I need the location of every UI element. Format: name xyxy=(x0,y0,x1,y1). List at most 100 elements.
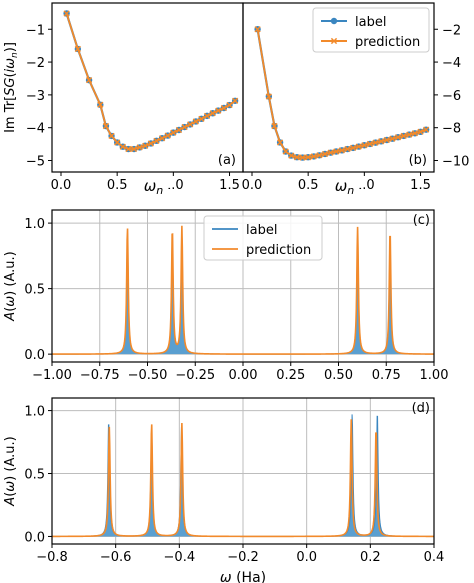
x-tick-label: −1.00 xyxy=(32,368,72,383)
marker-prediction xyxy=(232,97,239,104)
marker-prediction xyxy=(119,143,126,150)
marker-prediction xyxy=(406,131,413,138)
x-tick-label: −0.8 xyxy=(36,550,68,565)
panel-b: 0.0 0.5 1.0 1.5−10−8−6−4−2(b)ωnlabelpredict… xyxy=(242,2,469,197)
marker-prediction xyxy=(299,154,306,161)
marker-prediction xyxy=(158,135,166,142)
marker-prediction xyxy=(411,130,419,137)
marker-prediction xyxy=(305,154,312,161)
y-axis-label: Im Tr[SG(iωn)] xyxy=(3,42,20,133)
marker-prediction xyxy=(215,107,222,114)
marker-prediction xyxy=(203,112,211,120)
legend: label prediction xyxy=(312,7,430,53)
x-tick-label: −0.2 xyxy=(227,550,259,565)
marker-prediction xyxy=(288,152,295,159)
marker-prediction xyxy=(136,144,143,151)
legend: label prediction xyxy=(203,215,323,261)
marker-prediction xyxy=(147,140,155,147)
marker-prediction xyxy=(254,26,261,33)
marker-prediction xyxy=(97,101,104,108)
marker-prediction xyxy=(192,118,199,125)
marker-prediction xyxy=(344,145,351,153)
x-tick-label: 0.75 xyxy=(372,368,401,383)
y-tick-label: 1.0 xyxy=(24,405,45,420)
panel-label: (d) xyxy=(412,401,430,416)
marker-prediction xyxy=(355,143,362,150)
y-tick-label: 0.0 xyxy=(24,348,45,363)
y-axis-label: A(ω) (A.u.) xyxy=(3,436,18,506)
series-line-prediction xyxy=(65,13,236,150)
marker-prediction xyxy=(114,139,121,146)
panel-c: −1.00 −0.75 −0.50 −0.25 0.00 0.25 0.50 0.75 1.00… xyxy=(3,209,448,383)
x-tick-label: −0.50 xyxy=(128,368,168,383)
x-axis-label: ωn xyxy=(335,177,355,197)
marker-prediction xyxy=(170,129,177,136)
marker-prediction xyxy=(333,148,340,155)
x-tick-label: −0.25 xyxy=(175,368,215,383)
marker-prediction xyxy=(338,147,346,154)
plot-area-b xyxy=(254,26,430,161)
y-tick-label: 0.5 xyxy=(24,468,45,483)
panel-label: (c) xyxy=(413,213,430,228)
marker-prediction xyxy=(198,115,205,122)
marker-prediction xyxy=(417,128,424,135)
x-tick-label: −0.4 xyxy=(164,550,196,565)
panel-label: (b) xyxy=(409,153,427,168)
y-tick-label: −3 xyxy=(26,89,45,104)
marker-prediction xyxy=(125,145,132,153)
y-tick-label: −4 xyxy=(442,56,461,71)
legend-label-prediction: prediction xyxy=(246,243,311,258)
x-tick-label: 0.50 xyxy=(324,368,353,383)
marker-prediction xyxy=(383,136,390,144)
y-tick-label: −10 xyxy=(442,155,469,170)
marker-prediction xyxy=(276,139,284,146)
marker-prediction xyxy=(349,144,357,152)
legend-label-prediction: prediction xyxy=(355,35,420,50)
marker-prediction xyxy=(74,45,81,53)
series-line-prediction xyxy=(52,225,434,355)
x-tick-label: −0.75 xyxy=(80,368,120,383)
x-tick-label: 0.00 xyxy=(229,368,258,383)
y-tick-label: −8 xyxy=(442,122,461,137)
marker-prediction xyxy=(321,150,329,158)
y-axis-label: A(ω) (A.u.) xyxy=(3,251,18,321)
y-tick-label: −4 xyxy=(26,122,45,137)
x-axis-label-bg xyxy=(325,177,360,195)
plot-area-c xyxy=(52,225,434,355)
marker-prediction xyxy=(226,101,233,109)
marker-prediction xyxy=(423,126,430,133)
marker-prediction xyxy=(327,149,334,156)
plot-area-d xyxy=(52,414,434,538)
x-tick-label: 0.0 xyxy=(51,178,72,193)
x-tick-label: 0.4 xyxy=(424,550,445,565)
marker-prediction xyxy=(400,132,407,140)
marker-prediction xyxy=(181,123,188,131)
x-tick-label: 0.25 xyxy=(276,368,305,383)
marker-prediction xyxy=(271,122,278,130)
x-axis-label: ωn xyxy=(144,177,164,197)
marker-prediction xyxy=(372,139,379,146)
x-tick-label: 0.5 xyxy=(107,178,128,193)
marker-prediction xyxy=(153,137,160,144)
x-tick-label: −0.6 xyxy=(100,550,132,565)
y-tick-label: −5 xyxy=(26,155,45,170)
legend-label-label: label xyxy=(355,15,386,30)
plot-area-a xyxy=(63,10,239,153)
marker-prediction xyxy=(85,76,93,84)
y-tick-label: −2 xyxy=(442,23,461,38)
marker-prediction xyxy=(310,153,317,160)
x-tick-label: 1.5 xyxy=(219,178,240,193)
x-tick-label: 1.5 xyxy=(410,178,431,193)
marker-prediction xyxy=(164,132,171,139)
marker-prediction xyxy=(282,148,289,155)
legend-marker-label xyxy=(330,17,338,25)
legend-marker-prediction xyxy=(330,37,338,45)
marker-prediction xyxy=(142,142,149,149)
marker-prediction xyxy=(394,134,402,141)
y-tick-label: 0.0 xyxy=(24,530,45,545)
marker-prediction xyxy=(366,140,374,148)
marker-prediction xyxy=(361,142,368,149)
marker-prediction xyxy=(102,122,110,130)
x-axis-label-bg xyxy=(134,177,169,195)
axes-frame xyxy=(242,2,435,173)
